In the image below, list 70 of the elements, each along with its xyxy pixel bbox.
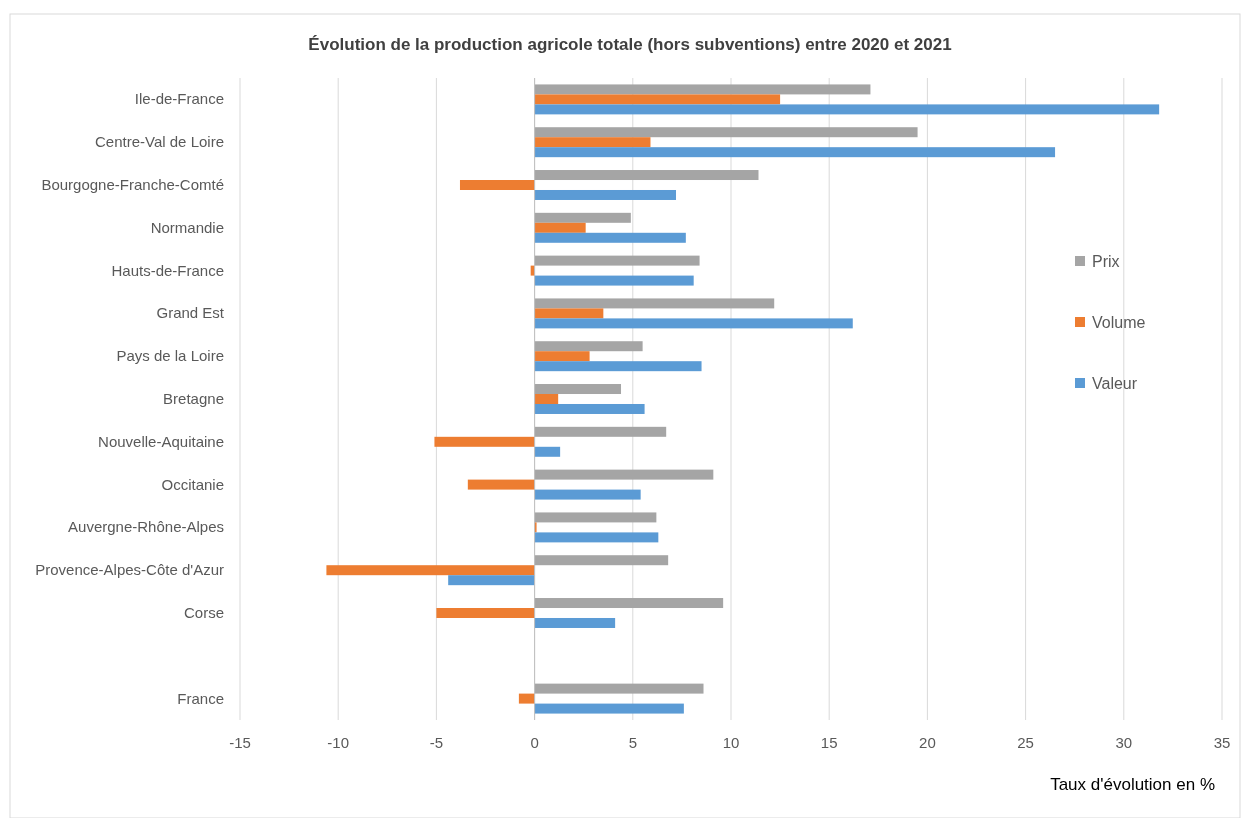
bar: [518, 693, 535, 704]
bar: [534, 361, 702, 372]
y-tick-label: Corse: [183, 604, 224, 621]
bar: [534, 617, 616, 628]
x-tick-label: 0: [530, 734, 539, 751]
x-tick-label: -5: [429, 734, 444, 751]
x-tick-label: -10: [327, 734, 350, 751]
legend-label: Volume: [1092, 314, 1146, 331]
bar: [534, 489, 641, 500]
y-tick-label: Pays de la Loire: [116, 347, 224, 365]
y-tick-label: Provence-Alpes-Côte d'Azur: [35, 561, 224, 579]
legend-label: Prix: [1092, 253, 1120, 270]
x-tick-label: 20: [919, 734, 936, 751]
x-tick-label: 10: [722, 734, 740, 751]
bar: [534, 84, 871, 95]
y-tick-label: Bretagne: [163, 390, 224, 407]
y-tick-label: Grand Est: [156, 304, 225, 322]
legend-label: Valeur: [1092, 375, 1138, 392]
bar: [534, 403, 645, 414]
bar: [534, 318, 853, 329]
bar: [434, 436, 535, 447]
bar: [534, 255, 700, 266]
bar: [534, 308, 604, 319]
y-tick-label: Nouvelle-Aquitaine: [98, 432, 224, 450]
bar: [459, 180, 535, 190]
bar: [534, 532, 659, 543]
bar: [534, 555, 669, 566]
bar: [534, 446, 561, 457]
bar: [326, 565, 535, 576]
chart-title: Évolution de la production agricole totale (hors subventions) entre 2020 et 2021: [308, 35, 952, 54]
bar: [534, 341, 643, 352]
bar: [534, 147, 1056, 158]
bar: [534, 683, 704, 694]
y-tick-label: France: [177, 689, 224, 707]
bar: [534, 298, 775, 309]
bar: [534, 170, 759, 181]
bar: [448, 575, 535, 586]
bar: [534, 127, 918, 138]
bar: [534, 469, 714, 480]
x-tick-label: 25: [1017, 734, 1034, 751]
y-tick-label: Hauts-de-France: [111, 261, 224, 279]
bar: [534, 598, 724, 609]
x-tick-label: 30: [1115, 734, 1133, 751]
y-tick-label: Ile-de-France: [134, 90, 224, 108]
x-tick-label: 35: [1213, 734, 1231, 751]
x-tick-label: 15: [820, 734, 838, 751]
y-tick-label: Bourgogne-Franche-Comté: [41, 176, 224, 193]
x-axis-title: Taux d'évolution en %: [1050, 775, 1215, 794]
bar: [534, 512, 657, 523]
bar: [534, 189, 677, 200]
bar: [534, 384, 622, 395]
bar: [534, 703, 684, 714]
y-tick-label: Occitanie: [161, 475, 224, 493]
bar: [534, 94, 781, 105]
bar: [534, 104, 1160, 115]
y-tick-label: Centre-Val de Loire: [95, 133, 224, 151]
bar: [534, 137, 651, 148]
bar: [436, 608, 535, 618]
bar: [534, 351, 590, 362]
bar: [534, 232, 686, 243]
bar: [534, 222, 586, 233]
x-tick-label: -15: [229, 734, 251, 751]
bar: [534, 212, 631, 223]
bar: [534, 394, 559, 404]
y-tick-label: Auvergne-Rhône-Alpes: [68, 518, 224, 536]
bar: [534, 275, 694, 286]
bar: [534, 426, 667, 437]
bar: [467, 479, 535, 490]
y-tick-label: Normandie: [150, 218, 224, 236]
x-tick-label: 5: [628, 734, 637, 751]
